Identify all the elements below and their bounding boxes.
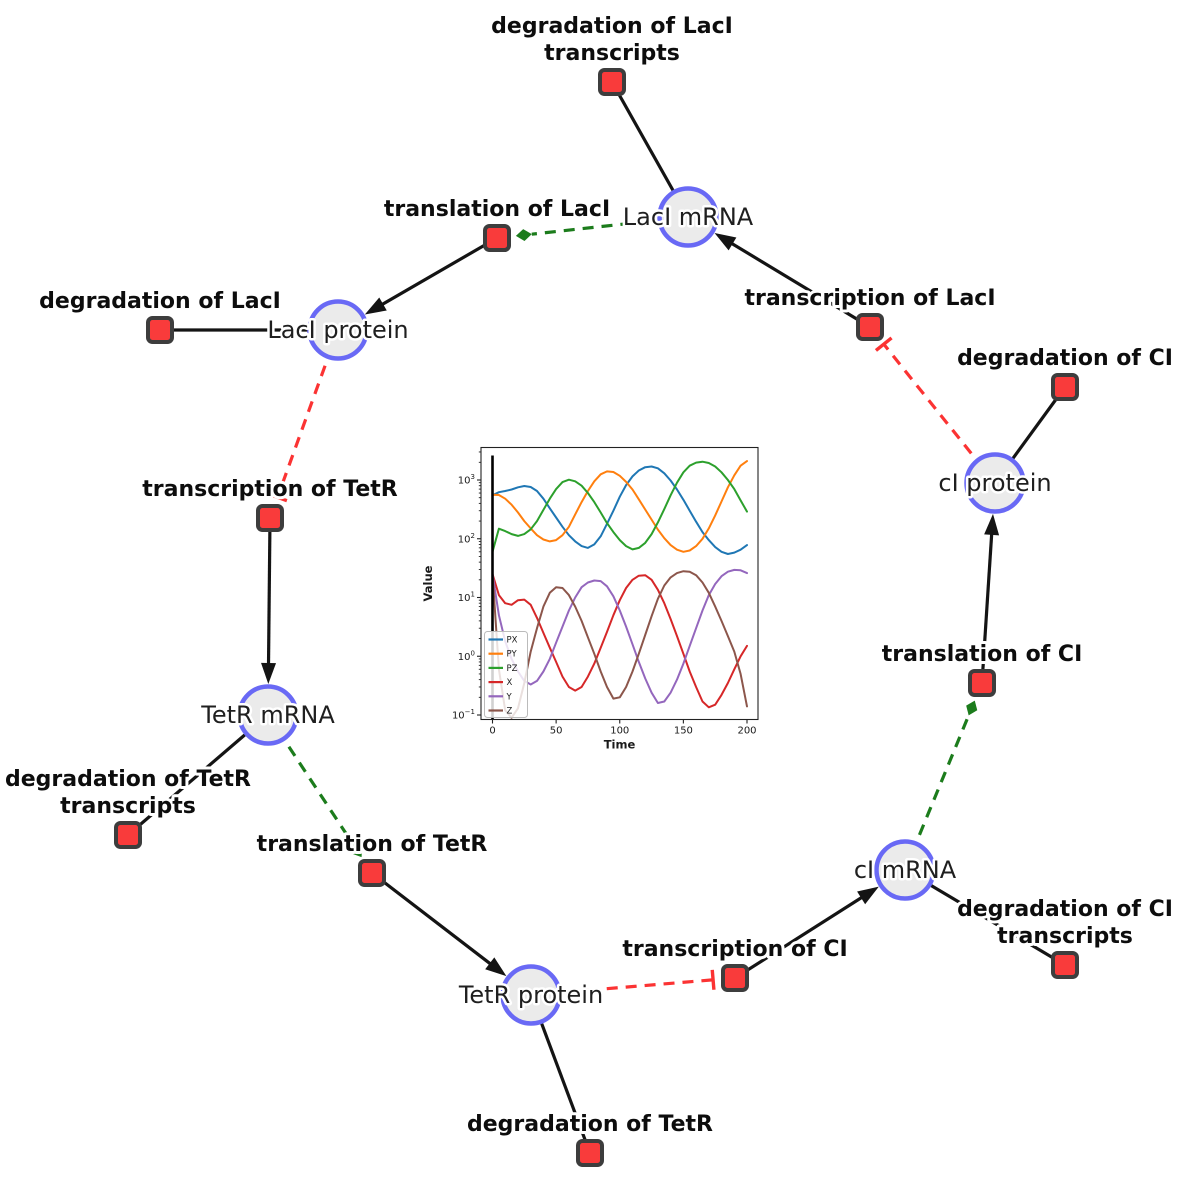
- chart-x-tick-label: 0: [489, 726, 495, 737]
- reaction-label-deg_cI_tr: degradation of CI: [957, 897, 1173, 922]
- species-label-cI_mRNA: cI mRNA: [854, 856, 957, 884]
- reaction-label-deg_lacI_tr: transcripts: [544, 41, 680, 66]
- species-node-cI_mRNA: [874, 839, 936, 901]
- edge-tln_cI-cI_protein-arrowhead: [984, 513, 1000, 536]
- chart-series-layer: [491, 460, 748, 719]
- reaction-node-txn_lacI: [856, 313, 884, 341]
- edge-tetR_protein-txn_cI: [530, 978, 714, 997]
- species-node-lacI_protein: [307, 299, 369, 361]
- chart-legend-label-Y: Y: [506, 692, 513, 702]
- chart-x-tick-label: 150: [674, 726, 693, 737]
- edge-tln_tetR-tetR_protein: [371, 871, 494, 967]
- reaction-node-deg_tetR: [576, 1139, 604, 1167]
- reaction-label-txn_lacI: transcription of LacI: [744, 286, 995, 311]
- chart-x-tick-label: 50: [550, 726, 563, 737]
- reaction-node-deg_tetR_tr: [114, 821, 142, 849]
- chart-legend: PX PY PZ XYZ: [484, 631, 528, 718]
- edge-cI_mRNA-tln_cI-diamond: [966, 700, 978, 716]
- reaction-node-txn_tetR: [256, 504, 284, 532]
- chart-legend-label-X: X: [507, 678, 513, 688]
- reaction-node-tln_lacI: [483, 224, 511, 252]
- chart-y-axis-label: Value: [421, 565, 435, 601]
- edge-tln_lacI-lacI_protein-arrowhead: [364, 297, 387, 315]
- chart-legend-label-PX: PX: [507, 636, 518, 646]
- chart-series-PY: [491, 460, 748, 553]
- edge-cI_protein-txn_lacI-tbar: [874, 336, 893, 352]
- species-node-tetR_protein: [500, 964, 562, 1026]
- chart-x-axis-label: Time: [604, 738, 636, 752]
- edge-txn_cI-cI_mRNA-arrowhead: [857, 886, 879, 905]
- reaction-label-deg_lacI: degradation of LacI: [39, 289, 281, 314]
- edge-txn_tetR-tetR_mRNA-arrowhead: [261, 662, 277, 685]
- reaction-label-tln_lacI: translation of LacI: [384, 197, 610, 222]
- edge-tln_tetR-tetR_protein-arrowhead: [485, 957, 507, 977]
- reaction-label-deg_tetR_tr: degradation of TetR: [5, 767, 251, 792]
- edge-txn_cI-cI_mRNA: [734, 894, 865, 980]
- reaction-node-txn_cI: [721, 964, 749, 992]
- edge-lacI_protein-txn_tetR-tbar: [267, 492, 288, 503]
- species-label-cI_protein: cI protein: [938, 469, 1051, 497]
- edge-txn_lacI-lacI_mRNA: [729, 240, 871, 329]
- chart-x-tick-label: 100: [610, 726, 629, 737]
- species-label-tetR_mRNA: TetR mRNA: [200, 701, 335, 729]
- species-node-cI_protein: [964, 452, 1026, 514]
- edge-tln_cI-cI_protein: [980, 531, 994, 684]
- edge-tln_lacI-lacI_protein: [379, 236, 498, 307]
- species-node-tetR_mRNA: [237, 684, 299, 746]
- reaction-node-deg_lacI: [146, 316, 174, 344]
- chart-legend-label-Z: Z: [507, 707, 513, 717]
- reaction-node-tln_tetR: [358, 859, 386, 887]
- reaction-node-deg_cI_tr: [1051, 951, 1079, 979]
- reaction-label-txn_tetR: transcription of TetR: [142, 477, 398, 502]
- edge-tetR_protein-txn_cI-tbar: [710, 969, 716, 990]
- species-label-lacI_mRNA: LacI mRNA: [623, 203, 754, 231]
- edge-cI_mRNA-deg_cI_tr: [904, 868, 1066, 967]
- reaction-label-deg_cI: degradation of CI: [957, 346, 1173, 371]
- reaction-label-tln_tetR: translation of TetR: [257, 832, 488, 857]
- species-label-tetR_protein: TetR protein: [458, 981, 603, 1009]
- reaction-label-txn_cI: transcription of CI: [622, 937, 847, 962]
- chart-series-Z: [491, 570, 748, 719]
- chart-series-Y: [491, 568, 748, 704]
- chart-x-tick-label: 200: [737, 726, 756, 737]
- chart-series-PZ: [491, 460, 748, 553]
- reaction-node-deg_lacI_tr: [598, 68, 626, 96]
- edge-txn_lacI-lacI_mRNA-arrowhead: [714, 233, 737, 251]
- reaction-node-deg_cI: [1051, 373, 1079, 401]
- chart-legend-label-PY: PY: [507, 650, 518, 660]
- reaction-label-deg_tetR_tr: transcripts: [60, 794, 196, 819]
- reaction-label-deg_cI_tr: transcripts: [997, 924, 1133, 949]
- edge-txn_tetR-tetR_mRNA: [266, 517, 272, 667]
- reaction-label-deg_lacI_tr: degradation of LacI: [491, 14, 733, 39]
- chart-series-X: [491, 573, 748, 709]
- reaction-label-deg_tetR: degradation of TetR: [467, 1112, 713, 1137]
- reactions-layer: degradation of LacItranscriptstranslatio…: [2, 11, 1176, 1167]
- species-label-lacI_protein: LacI protein: [267, 316, 408, 344]
- edge-lacI_mRNA-tln_lacI-diamond: [515, 229, 532, 242]
- edge-tetR_mRNA-tln_tetR-diamond: [352, 843, 363, 858]
- reaction-label-tln_cI: translation of CI: [882, 642, 1083, 667]
- reaction-node-tln_cI: [968, 669, 996, 697]
- chart-legend-label-PZ: PZ: [507, 664, 518, 674]
- species-node-lacI_mRNA: [657, 186, 719, 248]
- species-layer: LacI mRNA LacI protein TetR mRNA TetR prote…: [198, 186, 1054, 1026]
